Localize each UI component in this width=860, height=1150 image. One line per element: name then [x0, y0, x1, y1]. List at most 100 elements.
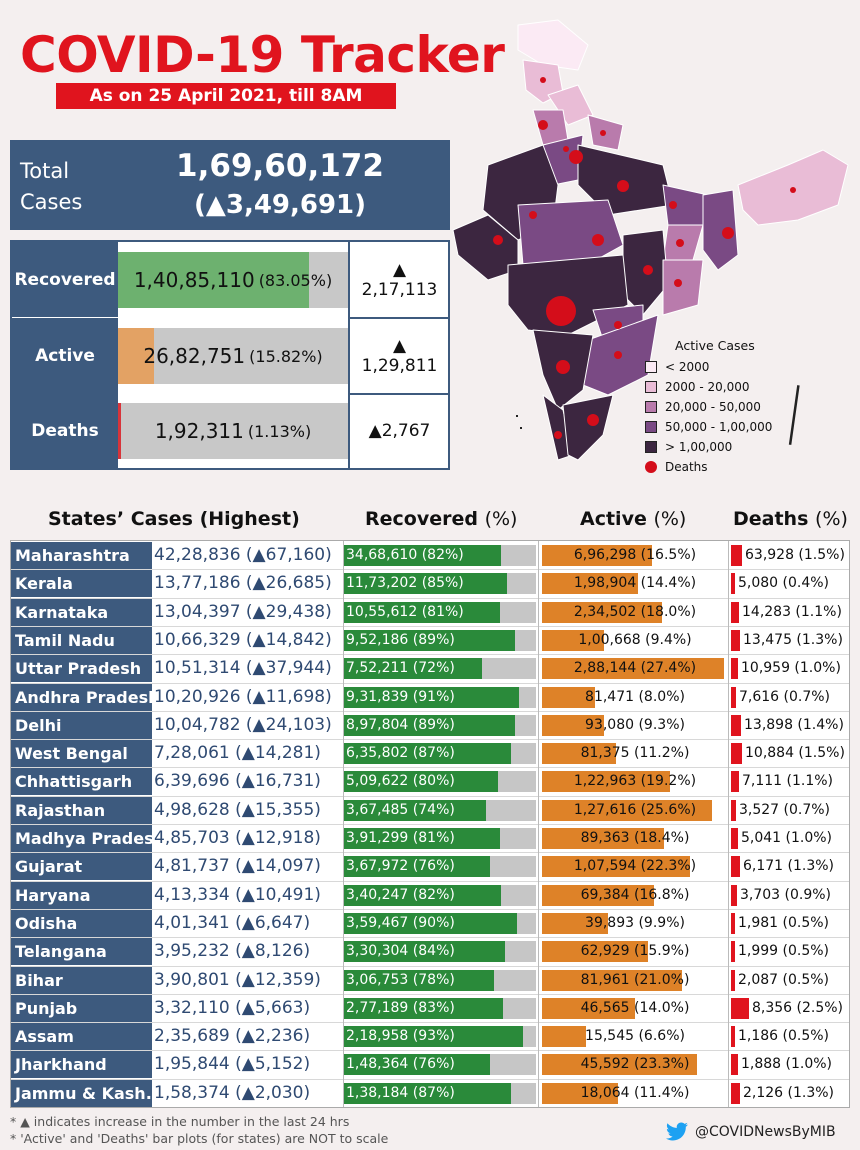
deaths-dot-icon — [645, 461, 657, 473]
active-value: 89,363 (18.4%) — [580, 830, 690, 846]
deaths-marker-gujarat — [493, 235, 503, 245]
handle-text: @COVIDNewsByMIB — [695, 1124, 836, 1140]
legend-item-deaths: Deaths — [645, 457, 772, 477]
legend-item: > 1,00,000 — [645, 437, 772, 457]
state-total-cases: 4,13,334 (▲10,491) — [154, 884, 321, 905]
active-value: 15,545 (6.6%) — [585, 1028, 685, 1045]
state-total-cases: 4,81,737 (▲14,097) — [154, 856, 321, 877]
increase-arrow-icon: ▲ — [392, 259, 407, 280]
summary-count: 1,40,85,110 — [133, 268, 255, 292]
recovered-column-header: Recovered (%) — [365, 508, 518, 530]
deaths-bar — [731, 629, 740, 651]
deaths-value: 13,475 (1.3%) — [743, 631, 843, 648]
recovered-bar — [344, 658, 482, 680]
legend-swatch — [645, 401, 657, 413]
deaths-marker-madhya-pradesh — [592, 234, 604, 246]
deaths-marker-uttarakhand — [600, 130, 606, 136]
deaths-bar — [731, 1082, 740, 1104]
active-bar — [542, 1026, 586, 1048]
summary-count: 1,92,311 — [154, 419, 244, 443]
row-divider — [11, 993, 849, 995]
twitter-handle[interactable]: @COVIDNewsByMIB — [665, 1122, 836, 1142]
legend-label: 2000 - 20,000 — [665, 380, 750, 394]
deaths-marker-andhra-pradesh — [614, 351, 622, 359]
active-bar — [542, 714, 604, 736]
state-total-cases: 3,32,110 (▲5,663) — [154, 997, 311, 1018]
recovered-value: 3,67,485 (74%) — [346, 801, 455, 818]
row-divider — [11, 625, 849, 627]
deaths-value: 2,087 (0.5%) — [738, 971, 830, 988]
recovered-bar-track: 3,30,304 (84%) — [344, 941, 536, 963]
deaths-marker-assam — [790, 187, 796, 193]
active-bar — [542, 884, 654, 906]
recovered-value: 34,68,610 (82%) — [346, 547, 464, 563]
active-bar — [542, 799, 712, 821]
recovered-value: 10,55,612 (81%) — [346, 603, 464, 620]
deaths-bar — [731, 997, 749, 1019]
state-total-cases: 4,98,628 (▲15,355) — [154, 799, 321, 820]
summary-delta-value: 2,17,113 — [361, 279, 438, 300]
deaths-bar — [731, 771, 739, 793]
deaths-value: 7,616 (0.7%) — [739, 688, 831, 705]
deaths-marker-telangana — [614, 321, 622, 329]
state-total-cases: 42,28,836 (▲67,160) — [154, 545, 332, 565]
state-name: Rajasthan — [11, 796, 152, 824]
deaths-bar — [731, 828, 738, 849]
recovered-value: 7,52,211 (72%) — [346, 660, 455, 677]
legend-title: Active Cases — [675, 338, 755, 353]
active-value: 39,893 (9.9%) — [585, 914, 685, 931]
footnote-increase: * ▲ indicates increase in the number in … — [10, 1114, 350, 1129]
legend-item: 20,000 - 50,000 — [645, 397, 772, 417]
state-total-cases: 4,01,341 (▲6,647) — [154, 912, 311, 933]
recovered-bar-track: 7,52,211 (72%) — [344, 658, 536, 680]
deaths-bar — [731, 1026, 735, 1048]
state-name: Kerala — [11, 570, 152, 598]
active-value: 1,27,616 (25.6%) — [573, 801, 697, 818]
recovered-bar — [344, 714, 515, 736]
summary-bar-track: 1,92,311 (1.13%) — [118, 403, 348, 459]
active-bar — [542, 743, 616, 765]
summary-label-deaths: Deaths — [12, 393, 118, 468]
recovered-bar — [344, 997, 503, 1019]
state-total-cases: 1,95,844 (▲5,152) — [154, 1054, 311, 1075]
deaths-bar — [731, 1054, 738, 1076]
active-value: 69,384 (16.8%) — [580, 886, 690, 903]
state-name: Andhra Pradesh — [11, 683, 152, 711]
active-value: 81,471 (8.0%) — [585, 688, 685, 705]
deaths-bar — [731, 799, 736, 821]
deaths-bar — [731, 573, 735, 595]
summary-divider — [348, 242, 350, 468]
state-total-cases: 10,66,329 (▲14,842) — [154, 629, 332, 650]
recovered-bar-track: 9,52,186 (89%) — [344, 629, 536, 651]
legend-swatch — [645, 381, 657, 393]
active-bar — [542, 912, 608, 934]
active-bar — [542, 629, 604, 651]
active-value: 6,96,298 (16.5%) — [573, 547, 697, 563]
deaths-value: 2,126 (1.3%) — [743, 1084, 835, 1101]
summary-delta-recovered: ▲ 2,17,113 — [348, 242, 450, 317]
active-value: 46,565 (14.0%) — [580, 999, 690, 1016]
state-name: Karnataka — [11, 598, 152, 626]
row-divider — [11, 880, 849, 882]
summary-percent: (1.13%) — [247, 421, 312, 441]
deaths-bar — [731, 601, 739, 623]
map-islands-west — [516, 415, 518, 417]
deaths-value: 6,171 (1.3%) — [743, 858, 835, 875]
deaths-bar — [731, 743, 742, 765]
recovered-bar — [344, 799, 486, 821]
map-region-tamil-nadu — [562, 394, 614, 461]
recovered-bar — [344, 601, 500, 623]
recovered-bar-track: 8,97,804 (89%) — [344, 714, 536, 736]
active-value: 81,961 (21.0%) — [580, 971, 690, 988]
deaths-marker-chhattisgarh — [643, 265, 653, 275]
recovered-bar — [344, 545, 501, 566]
recovered-bar-track: 3,59,467 (90%) — [344, 912, 536, 934]
state-name: Uttar Pradesh — [11, 655, 152, 683]
recovered-bar-track: 1,48,364 (76%) — [344, 1054, 536, 1076]
map-region-uttar-pradesh — [577, 144, 674, 216]
footnote-scale: * 'Active' and 'Deaths' bar plots (for s… — [10, 1131, 389, 1146]
deaths-bar — [731, 856, 740, 878]
summary-bar-track: 26,82,751 (15.82%) — [118, 328, 348, 384]
recovered-bar — [344, 1082, 511, 1104]
recovered-bar-track: 10,55,612 (81%) — [344, 601, 536, 623]
